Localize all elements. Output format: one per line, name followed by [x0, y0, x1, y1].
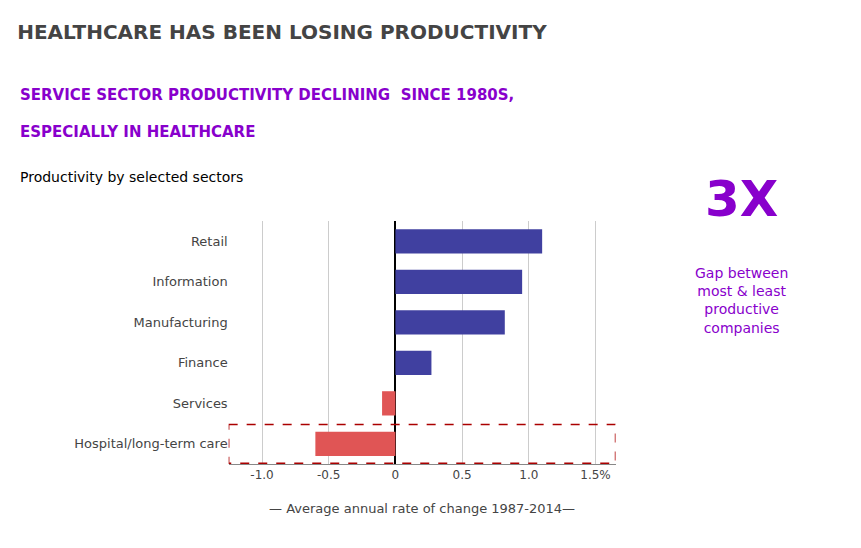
svg-text:— Average annual rate of chang: — Average annual rate of change 1987-201…: [269, 501, 575, 516]
svg-text:Productivity by selected secto: Productivity by selected sectors: [20, 169, 243, 185]
svg-text:Hospital/long-term care: Hospital/long-term care: [74, 436, 227, 451]
svg-text:3X: 3X: [705, 170, 778, 228]
svg-text:Information: Information: [152, 274, 227, 289]
svg-text:ESPECIALLY IN HEALTHCARE: ESPECIALLY IN HEALTHCARE: [20, 123, 255, 141]
svg-text:Retail: Retail: [191, 234, 228, 249]
svg-text:0.5: 0.5: [453, 468, 472, 482]
svg-text:Services: Services: [173, 396, 228, 411]
svg-text:-0.5: -0.5: [317, 468, 340, 482]
svg-text:HEALTHCARE HAS BEEN LOSING PRO: HEALTHCARE HAS BEEN LOSING PRODUCTIVITY: [17, 20, 547, 44]
svg-text:1.5%: 1.5%: [580, 468, 611, 482]
svg-text:SERVICE SECTOR PRODUCTIVITY DE: SERVICE SECTOR PRODUCTIVITY DECLINING SI…: [20, 86, 514, 104]
svg-text:0: 0: [392, 468, 400, 482]
svg-text:Manufacturing: Manufacturing: [134, 315, 228, 330]
svg-text:1.0: 1.0: [519, 468, 538, 482]
svg-text:Finance: Finance: [178, 355, 228, 370]
svg-text:Gap betweenmost & leastproduct: Gap betweenmost & leastproductivecompani…: [695, 265, 788, 336]
svg-text:-1.0: -1.0: [250, 468, 273, 482]
